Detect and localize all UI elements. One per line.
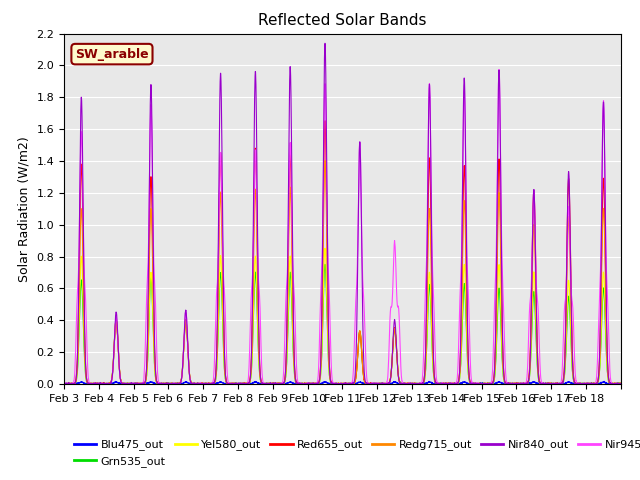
Nir945_out bbox=[176, 381, 184, 387]
Red655_out bbox=[617, 381, 625, 387]
Nir840_out bbox=[523, 381, 531, 386]
Yel580_out bbox=[393, 357, 401, 362]
Blu475_out bbox=[600, 378, 608, 384]
Grn535_out bbox=[537, 381, 545, 386]
Red655_out bbox=[176, 381, 184, 386]
Red655_out bbox=[60, 381, 68, 386]
Nir840_out bbox=[60, 381, 68, 386]
Y-axis label: Solar Radiation (W/m2): Solar Radiation (W/m2) bbox=[18, 136, 31, 282]
Grn535_out bbox=[617, 381, 625, 386]
Redg715_out bbox=[523, 381, 531, 386]
Line: Yel580_out: Yel580_out bbox=[64, 248, 621, 384]
Line: Blu475_out: Blu475_out bbox=[64, 381, 621, 384]
Text: SW_arable: SW_arable bbox=[75, 48, 148, 60]
Blu475_out bbox=[586, 381, 593, 387]
Nir840_out bbox=[364, 380, 371, 386]
Nir840_out bbox=[495, 71, 503, 77]
Nir840_out bbox=[537, 381, 545, 386]
Nir945_out bbox=[537, 377, 545, 383]
Yel580_out bbox=[537, 381, 545, 386]
Yel580_out bbox=[321, 245, 329, 251]
Grn535_out bbox=[134, 381, 142, 387]
Blu475_out bbox=[175, 381, 183, 387]
Grn535_out bbox=[393, 357, 401, 363]
Redg715_out bbox=[175, 381, 183, 386]
Red655_out bbox=[364, 381, 371, 386]
Nir945_out bbox=[495, 67, 503, 72]
Line: Redg715_out: Redg715_out bbox=[64, 160, 621, 384]
Yel580_out bbox=[176, 381, 184, 386]
Blu475_out bbox=[393, 380, 401, 386]
Yel580_out bbox=[101, 381, 109, 387]
Red655_out bbox=[523, 381, 531, 386]
Redg715_out bbox=[617, 381, 625, 387]
Yel580_out bbox=[364, 381, 371, 387]
Grn535_out bbox=[364, 381, 371, 386]
Blu475_out bbox=[363, 380, 371, 386]
Line: Grn535_out: Grn535_out bbox=[64, 264, 621, 384]
Nir840_out bbox=[298, 381, 305, 387]
Nir945_out bbox=[617, 381, 625, 386]
Redg715_out bbox=[537, 381, 545, 387]
Red655_out bbox=[393, 357, 401, 363]
Nir945_out bbox=[364, 378, 371, 384]
Redg715_out bbox=[393, 357, 401, 363]
Nir840_out bbox=[617, 381, 625, 387]
Nir840_out bbox=[175, 381, 183, 386]
Nir945_out bbox=[393, 298, 401, 303]
Blu475_out bbox=[617, 381, 625, 386]
Yel580_out bbox=[60, 381, 68, 386]
Red655_out bbox=[321, 118, 329, 123]
Red655_out bbox=[131, 381, 139, 387]
Blu475_out bbox=[537, 381, 545, 386]
Nir840_out bbox=[321, 40, 329, 46]
Nir840_out bbox=[393, 356, 401, 362]
Yel580_out bbox=[617, 381, 625, 387]
Redg715_out bbox=[321, 157, 329, 163]
Grn535_out bbox=[523, 381, 531, 387]
Blu475_out bbox=[60, 381, 68, 386]
Line: Nir840_out: Nir840_out bbox=[64, 43, 621, 384]
Nir945_out bbox=[495, 71, 503, 77]
Nir945_out bbox=[60, 381, 68, 386]
Redg715_out bbox=[364, 381, 371, 387]
Red655_out bbox=[537, 380, 545, 386]
Yel580_out bbox=[495, 262, 503, 268]
Blu475_out bbox=[523, 380, 531, 386]
Redg715_out bbox=[60, 381, 68, 387]
Line: Nir945_out: Nir945_out bbox=[64, 70, 621, 384]
Title: Reflected Solar Bands: Reflected Solar Bands bbox=[258, 13, 427, 28]
Yel580_out bbox=[523, 381, 531, 387]
Grn535_out bbox=[60, 381, 68, 386]
Blu475_out bbox=[495, 379, 503, 385]
Nir945_out bbox=[523, 377, 531, 383]
Redg715_out bbox=[495, 192, 503, 198]
Grn535_out bbox=[495, 286, 503, 292]
Red655_out bbox=[495, 159, 503, 165]
Nir945_out bbox=[124, 381, 131, 387]
Line: Red655_out: Red655_out bbox=[64, 120, 621, 384]
Legend: Blu475_out, Grn535_out, Yel580_out, Red655_out, Redg715_out, Nir840_out, Nir945_: Blu475_out, Grn535_out, Yel580_out, Red6… bbox=[70, 435, 640, 471]
Grn535_out bbox=[321, 262, 329, 267]
Grn535_out bbox=[176, 381, 184, 386]
Redg715_out bbox=[264, 381, 271, 387]
